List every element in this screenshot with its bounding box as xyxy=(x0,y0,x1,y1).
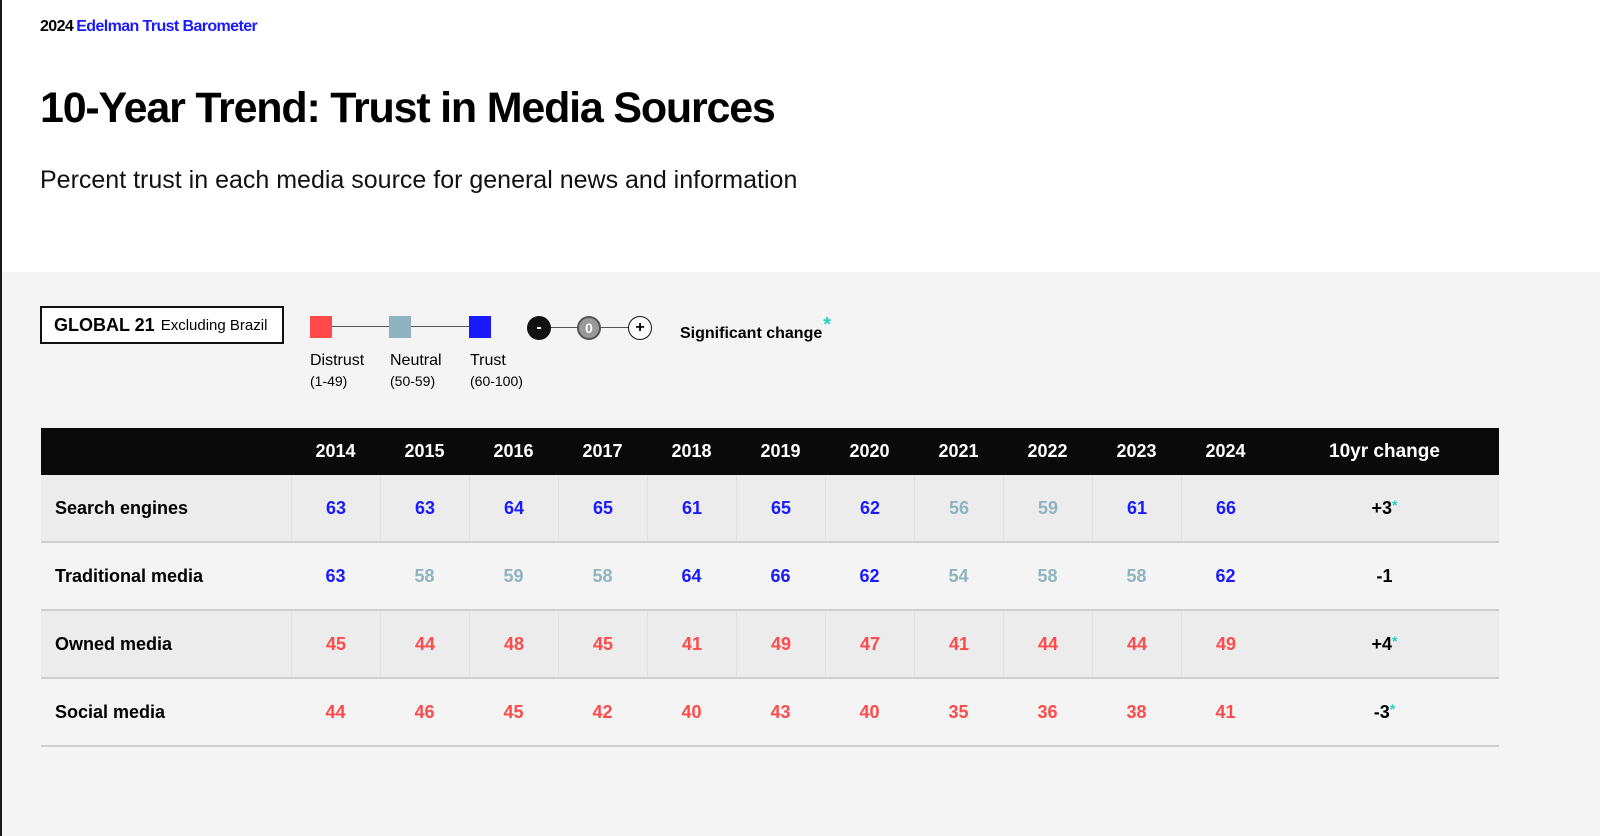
header-year-2021: 2021 xyxy=(938,441,979,461)
value-cell-2023: 44 xyxy=(1092,611,1181,677)
value-cell-2014: 44 xyxy=(325,701,346,722)
row-label: Traditional media xyxy=(55,565,204,586)
value-cell-2024: 62 xyxy=(1215,565,1236,586)
scope-badge: GLOBAL 21 Excluding Brazil xyxy=(40,306,284,344)
header-year-2018: 2018 xyxy=(671,441,712,461)
value-cell-2021: 35 xyxy=(948,701,969,722)
legend-swatch-distrust xyxy=(310,316,332,338)
value-cell-2021: 56 xyxy=(914,475,1003,541)
value-cell-2020: 62 xyxy=(825,475,914,541)
asterisk-icon: * xyxy=(1392,496,1398,513)
header-year-2014: 2014 xyxy=(315,441,356,461)
value-cell-2018: 61 xyxy=(647,475,736,541)
asterisk-icon: * xyxy=(1389,700,1396,717)
value-cell-2017: 45 xyxy=(558,611,647,677)
asterisk-icon: * xyxy=(1392,632,1398,649)
value-cell-2023: 58 xyxy=(1126,565,1147,586)
header-year-2019: 2019 xyxy=(760,441,801,461)
page-title: 10-Year Trend: Trust in Media Sources xyxy=(40,84,776,132)
scope-sub: Excluding Brazil xyxy=(160,316,268,334)
left-border xyxy=(0,0,2,836)
value-cell-2019: 43 xyxy=(770,701,791,722)
value-cell-2019: 49 xyxy=(736,611,825,677)
table-body: Search engines 63 63 64 65 61 65 62 56 59 61 66 +3* T… xyxy=(41,475,1499,747)
value-cell-2017: 42 xyxy=(592,701,613,722)
value-cell-2020: 47 xyxy=(825,611,914,677)
value-cell-2023: 61 xyxy=(1092,475,1181,541)
value-cell-2020: 62 xyxy=(859,565,880,586)
legend-label-trust: Trust xyxy=(470,352,506,369)
value-cell-2018: 64 xyxy=(681,565,702,586)
value-cell-2017: 65 xyxy=(558,475,647,541)
value-cell-2014: 45 xyxy=(291,611,380,677)
value-cell-2022: 58 xyxy=(1037,565,1058,586)
value-cell-2021: 41 xyxy=(914,611,1003,677)
trend-table: 2014 2015 2016 2017 2018 2019 2020 2021 2022 2023… xyxy=(41,428,1499,747)
change-cell: +3* xyxy=(1371,496,1398,518)
header-change: 10yr change xyxy=(1329,440,1440,462)
table-row: Traditional media 63 58 59 58 64 66 62 54 58 58 62 -… xyxy=(41,543,1499,611)
scope-main: GLOBAL 21 xyxy=(54,314,155,335)
brand-name: Edelman Trust Barometer xyxy=(76,18,258,35)
plus-icon: + xyxy=(628,316,652,340)
legend-range-distrust: (1-49) xyxy=(310,373,348,389)
change-cell: -1 xyxy=(1376,565,1393,586)
legend-label-neutral: Neutral xyxy=(390,352,442,369)
value-cell-2024: 41 xyxy=(1215,701,1236,722)
value-cell-2019: 65 xyxy=(736,475,825,541)
value-cell-2022: 59 xyxy=(1003,475,1092,541)
minus-icon: - xyxy=(527,316,551,340)
change-cell: -3* xyxy=(1373,700,1396,722)
legend-swatch-trust xyxy=(469,316,491,338)
legend-range-trust: (60-100) xyxy=(470,373,523,389)
value-cell-2015: 46 xyxy=(414,701,435,722)
significance-label: Significant change* xyxy=(680,314,831,344)
value-cell-2015: 44 xyxy=(380,611,469,677)
row-label: Owned media xyxy=(55,633,173,654)
header-year-2024: 2024 xyxy=(1205,441,1246,461)
row-label: Social media xyxy=(55,701,166,722)
value-cell-2019: 66 xyxy=(770,565,791,586)
value-cell-2020: 40 xyxy=(859,701,880,722)
legend-swatch-neutral xyxy=(389,316,411,338)
change-cell: +4* xyxy=(1371,632,1398,654)
value-cell-2017: 58 xyxy=(592,565,613,586)
header-year-2023: 2023 xyxy=(1116,441,1157,461)
zero-icon: 0 xyxy=(577,316,601,340)
value-cell-2016: 48 xyxy=(469,611,558,677)
page-subtitle: Percent trust in each media source for g… xyxy=(40,166,798,194)
header-year-2022: 2022 xyxy=(1027,441,1068,461)
value-cell-2024: 66 xyxy=(1181,475,1270,541)
table-row: Owned media 45 44 48 45 41 49 47 41 44 44 49 +4* xyxy=(41,611,1499,679)
header-year-2020: 2020 xyxy=(849,441,890,461)
legend-label-distrust: Distrust xyxy=(310,352,365,369)
value-cell-2015: 63 xyxy=(380,475,469,541)
value-cell-2014: 63 xyxy=(325,565,346,586)
value-cell-2016: 59 xyxy=(503,565,524,586)
value-cell-2015: 58 xyxy=(414,565,435,586)
header-year-2016: 2016 xyxy=(493,441,534,461)
header-year-2015: 2015 xyxy=(404,441,445,461)
value-cell-2018: 40 xyxy=(681,701,702,722)
value-cell-2018: 41 xyxy=(647,611,736,677)
header-year-2017: 2017 xyxy=(582,441,623,461)
value-cell-2022: 44 xyxy=(1003,611,1092,677)
value-cell-2016: 45 xyxy=(503,701,524,722)
brand-year: 2024 xyxy=(40,18,74,35)
table-row: Search engines 63 63 64 65 61 65 62 56 59 61 66 +3* xyxy=(41,475,1499,543)
brand-logo: 2024 Edelman Trust Barometer xyxy=(40,18,258,36)
value-cell-2022: 36 xyxy=(1037,701,1058,722)
asterisk-icon: * xyxy=(823,314,832,336)
significance-text: Significant change xyxy=(680,325,823,342)
row-label: Search engines xyxy=(55,497,189,518)
value-cell-2021: 54 xyxy=(948,565,969,586)
table-header: 2014 2015 2016 2017 2018 2019 2020 2021 2022 2023… xyxy=(41,428,1499,475)
table-row: Social media 44 46 45 42 40 43 40 35 36 38 41 -3* xyxy=(41,679,1499,747)
content-panel xyxy=(2,272,1600,836)
value-cell-2023: 38 xyxy=(1126,701,1147,722)
legend-range-neutral: (50-59) xyxy=(390,373,436,389)
value-cell-2014: 63 xyxy=(291,475,380,541)
value-cell-2016: 64 xyxy=(469,475,558,541)
value-cell-2024: 49 xyxy=(1181,611,1270,677)
